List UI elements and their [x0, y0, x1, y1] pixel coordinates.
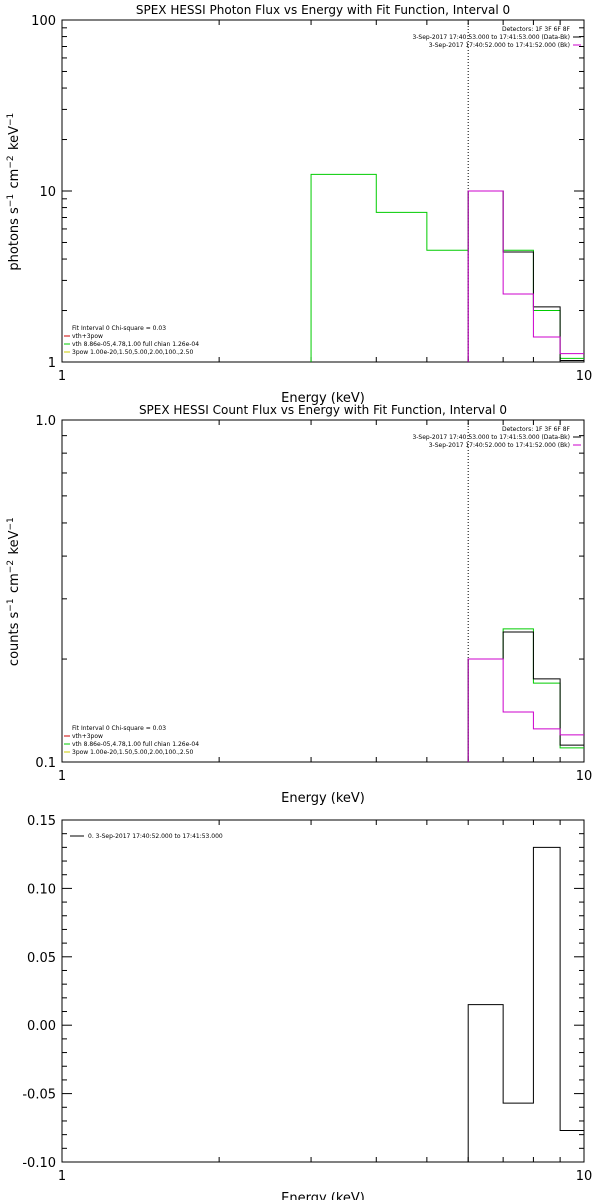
plot-frame	[61, 419, 585, 763]
series-group	[310, 173, 584, 362]
y-axis-label: counts s−1 cm−2 keV−1	[6, 516, 22, 666]
legend-top: Detectors: 1F 3F 6F 8F3-Sep-2017 17:40:5…	[412, 426, 581, 449]
chart-panel-2: SPEX HESSI Count Flux vs Energy with Fit…	[6, 403, 592, 806]
legend-entry: vth+3pow	[72, 333, 103, 340]
legend-entry: Detectors: 1F 3F 6F 8F	[502, 426, 571, 433]
y-tick-label: 0.1	[35, 756, 56, 771]
y-tick-label: 1.0	[35, 414, 56, 429]
plot-frame	[61, 819, 585, 1163]
y-tick-label: 0.05	[27, 951, 56, 966]
legend-entry: 3-Sep-2017 17:40:52.000 to 17:41:52.000 …	[429, 42, 570, 49]
chart-panel-3: 1 10 Energy (keV) -0.10 -0.05 0.00 0.05 0.10 0.1…	[22, 814, 592, 1200]
legend-entry: vth 8.86e-05,4.78,1.00 full chian 1.26e-…	[72, 341, 199, 348]
legend-entry: vth 8.86e-05,4.78,1.00 full chian 1.26e-…	[72, 741, 199, 748]
legend-top: 0. 3-Sep-2017 17:40:52.000 to 17:41:53.0…	[70, 833, 223, 840]
y-tick-label: -0.05	[22, 1088, 56, 1103]
x-tick-label: 1	[58, 369, 66, 384]
legend-entry: 3-Sep-2017 17:40:53.000 to 17:41:53.000 …	[412, 34, 570, 41]
series-3-steps	[467, 658, 584, 762]
y-axis-ticks: 1 10 100	[31, 14, 584, 371]
legend-entry: vth+3pow	[72, 733, 103, 740]
chart-panel-1: SPEX HESSI Photon Flux vs Energy with Fi…	[6, 3, 592, 406]
y-tick-label: -0.10	[22, 1156, 56, 1171]
y-axis-ticks: -0.10 -0.05 0.00 0.05 0.10 0.15	[22, 814, 584, 1171]
x-tick-label: 10	[576, 769, 593, 784]
series-1-steps	[467, 846, 584, 1162]
series-1-steps	[310, 173, 584, 362]
legend-entry: 3-Sep-2017 17:40:52.000 to 17:41:52.000 …	[429, 442, 570, 449]
series-group	[467, 846, 584, 1162]
x-axis-ticks: 1 10	[58, 420, 592, 784]
series-3-steps	[467, 190, 584, 362]
y-tick-label: 1	[48, 356, 56, 371]
y-tick-label: 100	[31, 14, 56, 29]
x-tick-label: 1	[58, 1169, 66, 1184]
chart-title: SPEX HESSI Count Flux vs Energy with Fit…	[139, 403, 507, 417]
x-axis-label: Energy (keV)	[281, 791, 365, 806]
x-tick-label: 10	[576, 1169, 593, 1184]
x-tick-label: 10	[576, 369, 593, 384]
x-axis-label: Energy (keV)	[281, 1191, 365, 1200]
legend-entry: Fit Interval 0 Chi-square = 0.03	[72, 725, 166, 732]
series-2-steps	[467, 631, 584, 762]
y-tick-label: 0.00	[27, 1019, 56, 1034]
legend-entry: 3-Sep-2017 17:40:53.000 to 17:41:53.000 …	[412, 434, 570, 441]
legend-entry: 3pow 1.00e-20,1.50,5.00,2.00,100.,2.50	[72, 349, 193, 356]
legend-entry: Detectors: 1F 3F 6F 8F	[502, 26, 571, 33]
y-tick-label: 0.10	[27, 882, 56, 897]
y-axis-ticks: 0.1 1.0	[35, 414, 584, 771]
y-tick-label: 10	[39, 185, 56, 200]
x-axis-label: Energy (keV)	[281, 391, 365, 406]
legend-entry: Fit Interval 0 Chi-square = 0.03	[72, 325, 166, 332]
y-tick-label: 0.15	[27, 814, 56, 829]
legend-entry: 0. 3-Sep-2017 17:40:52.000 to 17:41:53.0…	[88, 833, 223, 840]
plot-frame	[61, 19, 585, 363]
x-axis-ticks: 1 10	[58, 820, 592, 1184]
chart-title: SPEX HESSI Photon Flux vs Energy with Fi…	[136, 3, 510, 17]
legend-top: Detectors: 1F 3F 6F 8F3-Sep-2017 17:40:5…	[412, 26, 581, 49]
legend-bottom: Fit Interval 0 Chi-square = 0.03vth+3pow…	[64, 325, 199, 356]
legend-bottom: Fit Interval 0 Chi-square = 0.03vth+3pow…	[64, 725, 199, 756]
legend-entry: 3pow 1.00e-20,1.50,5.00,2.00,100.,2.50	[72, 749, 193, 756]
series-1-steps	[467, 628, 584, 762]
series-group	[467, 628, 584, 762]
x-tick-label: 1	[58, 769, 66, 784]
series-2-steps	[467, 190, 584, 362]
y-axis-label: photons s−1 cm−2 keV−1	[6, 111, 22, 270]
